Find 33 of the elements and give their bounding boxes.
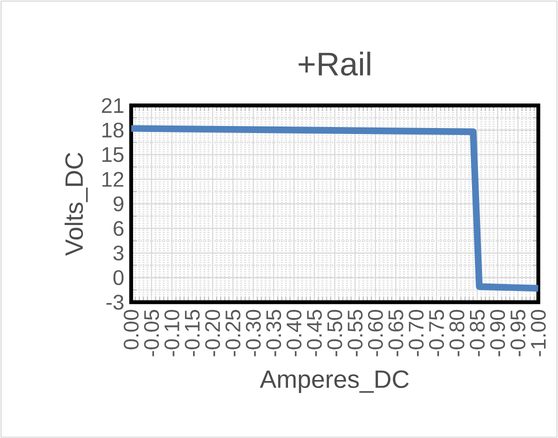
x-tick-label: -0.45 <box>306 310 322 356</box>
x-tick-label: -0.65 <box>388 310 404 356</box>
x-tick-label: -0.20 <box>205 310 220 356</box>
x-tick-label: -0.70 <box>408 310 424 356</box>
x-tick-label: -0.80 <box>449 310 464 356</box>
x-tick-label: -0.25 <box>225 310 240 356</box>
x-tick-label: -0.90 <box>490 310 506 356</box>
y-tick-label: 3 <box>113 245 124 260</box>
y-tick-label: 9 <box>114 196 124 212</box>
y-tick-label: 21 <box>102 98 124 113</box>
x-tick-label: -0.95 <box>510 310 526 356</box>
x-tick-label: -0.15 <box>184 310 200 356</box>
x-tick-label: -0.75 <box>429 310 444 356</box>
y-tick-label: 12 <box>102 172 124 186</box>
y-axis-title: Volts_DC <box>64 152 88 256</box>
x-tick-label: -0.30 <box>246 310 261 356</box>
y-tick-label: -3 <box>106 294 124 310</box>
x-tick-label: -1.00 <box>530 310 546 356</box>
x-tick-label: -0.60 <box>368 310 383 356</box>
x-tick-label: 0.00 <box>124 310 139 350</box>
x-tick-label: -0.35 <box>266 310 282 356</box>
x-tick-label: -0.50 <box>327 310 342 356</box>
x-tick-label: -0.05 <box>144 310 160 356</box>
y-tick-label: 0 <box>113 270 124 285</box>
x-tick-label: -0.55 <box>348 310 363 356</box>
chart-title: +Rail <box>298 52 370 76</box>
x-axis-title: Amperes_DC <box>260 370 409 393</box>
x-tick-label: -0.40 <box>286 310 302 356</box>
y-tick-label: 18 <box>102 122 124 138</box>
y-tick-label: 6 <box>114 220 124 236</box>
x-tick-label: -0.85 <box>470 310 485 356</box>
x-tick-label: -0.10 <box>164 310 180 356</box>
y-tick-label: 15 <box>102 147 124 162</box>
